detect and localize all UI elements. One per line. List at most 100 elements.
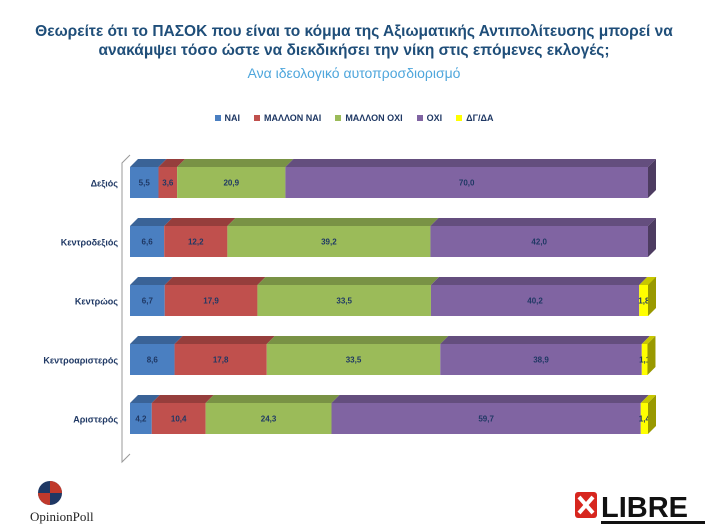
data-label: 4,2 xyxy=(135,415,147,424)
bar-segment-top xyxy=(164,218,236,226)
bar-segment-top xyxy=(130,395,160,403)
legend-swatch xyxy=(416,115,423,121)
data-label: 38,9 xyxy=(533,356,549,365)
bar-segment xyxy=(164,226,228,257)
bar-side xyxy=(647,336,656,375)
legend-label: ΜΑΛΛΟΝ ΝΑΙ xyxy=(264,113,322,123)
bar-row: Αριστερός 4,2 10,4 24,3 59,7 1,4 xyxy=(73,395,656,434)
bar-segment xyxy=(151,403,206,434)
bar-segment xyxy=(130,344,175,375)
legend-item: ΟΧΙ xyxy=(416,113,443,123)
bar-segment xyxy=(440,344,642,375)
data-label: 42,0 xyxy=(531,238,547,247)
legend-label: ΟΧΙ xyxy=(426,113,443,123)
bar-segment-top xyxy=(130,159,167,167)
data-label: 6,7 xyxy=(142,297,154,306)
data-label: 1,8 xyxy=(638,297,650,306)
bar-segment-top xyxy=(130,218,173,226)
bar-segment-top xyxy=(641,336,656,344)
bar-segment xyxy=(130,226,165,257)
bar-segment-top xyxy=(285,159,656,167)
bar-segment xyxy=(174,344,267,375)
data-label: 24,3 xyxy=(261,415,277,424)
chart-title: Θεωρείτε ότι το ΠΑΣΟΚ που είναι το κόμμα… xyxy=(0,22,708,60)
data-label: 20,9 xyxy=(223,179,239,188)
legend-item: ΜΑΛΛΟΝ ΟΧΙ xyxy=(335,113,403,123)
legend-swatch xyxy=(214,115,221,121)
chart-subtitle: Ανα ιδεολογικό αυτοπροσδιορισμό xyxy=(247,65,461,81)
legend-swatch xyxy=(456,115,463,121)
data-label: 5,5 xyxy=(139,179,151,188)
data-label: 3,6 xyxy=(162,179,174,188)
data-label: 17,8 xyxy=(213,356,229,365)
bar-segment-top xyxy=(257,277,439,285)
bar-segment xyxy=(130,167,159,198)
bar-segment xyxy=(640,403,648,434)
data-label: 39,2 xyxy=(321,238,337,247)
category-label: Κεντροαριστερός xyxy=(43,356,118,366)
bar-segment xyxy=(177,167,286,198)
y-axis-wall xyxy=(121,154,131,464)
legend-item: ΜΑΛΛΟΝ ΝΑΙ xyxy=(254,113,321,123)
bar-row: Κεντροαριστερός 8,6 17,8 33,5 38,9 1,1 xyxy=(43,336,656,375)
bar-segment-top xyxy=(331,395,649,403)
bar-side xyxy=(648,277,656,316)
legend-swatch xyxy=(335,115,342,121)
legend-item: ΔΓ/ΔΑ xyxy=(456,113,493,123)
bar-segment xyxy=(430,285,640,316)
data-label: 6,6 xyxy=(142,238,154,247)
bar-segment xyxy=(164,285,258,316)
bar-segment-top xyxy=(177,159,294,167)
bar-segment xyxy=(266,344,441,375)
bar-segment-top xyxy=(130,277,173,285)
bar-segment-top xyxy=(227,218,439,226)
bar-segment xyxy=(130,403,152,434)
data-label: 70,0 xyxy=(459,179,475,188)
bar-segment xyxy=(130,285,165,316)
legend: ΝΑΙ ΜΑΛΛΟΝ ΝΑΙ ΜΑΛΛΟΝ ΟΧΙ ΟΧΙ ΔΓ/ΔΑ xyxy=(0,113,708,123)
chart-title-line-1: Θεωρείτε ότι το ΠΑΣΟΚ που είναι το κόμμα… xyxy=(35,23,673,40)
bar-segment xyxy=(158,167,178,198)
stacked-bar-chart: Δεξιός 5,5 3,6 20,9 70,0 Κεντροδεξιός 6,6 12,2 3… xyxy=(43,154,657,464)
bar-segment xyxy=(639,285,649,316)
bar-row: Δεξιός 5,5 3,6 20,9 70,0 xyxy=(91,159,656,198)
category-label: Δεξιός xyxy=(91,179,119,189)
bar-segment-top xyxy=(158,159,186,167)
legend-label: ΔΓ/ΔΑ xyxy=(466,113,494,123)
bar-side xyxy=(648,395,656,434)
bar-segment xyxy=(285,167,648,198)
data-label: 8,6 xyxy=(147,356,159,365)
data-label: 12,2 xyxy=(188,238,204,247)
opinionpoll-logo-text: OpinionPoll xyxy=(30,509,94,524)
bar-segment-top xyxy=(130,336,183,344)
legend-swatch xyxy=(254,115,261,121)
bar-row: Κεντρώος 6,7 17,9 33,5 40,2 1,8 xyxy=(75,277,657,316)
data-label: 10,4 xyxy=(171,415,187,424)
data-label: 33,5 xyxy=(346,356,362,365)
category-label: Κεντροδεξιός xyxy=(61,238,119,248)
bar-segment-top xyxy=(640,395,656,403)
bar-segment-top xyxy=(174,336,275,344)
bar-segment xyxy=(641,344,648,375)
opinionpoll-logo: OpinionPoll xyxy=(30,481,94,524)
bar-segment xyxy=(205,403,332,434)
bar-segment-top xyxy=(151,395,214,403)
data-label: 1,4 xyxy=(639,415,651,424)
bar-segment xyxy=(331,403,641,434)
bar-segment-top xyxy=(164,277,266,285)
bar-segment xyxy=(227,226,431,257)
bar-segment-top xyxy=(430,218,656,226)
legend-item: ΝΑΙ xyxy=(214,113,240,123)
category-label: Αριστερός xyxy=(73,415,118,425)
data-label: 17,9 xyxy=(203,297,219,306)
bar-side xyxy=(648,159,656,198)
category-label: Κεντρώος xyxy=(75,297,118,307)
data-label: 1,1 xyxy=(639,356,651,365)
data-label: 33,5 xyxy=(336,297,352,306)
chart-title-line-2: ανακάμψει τόσο ώστε να διεκδικήσει την ν… xyxy=(98,42,610,59)
bar-segment-top xyxy=(639,277,657,285)
libre-logo-text: LIBRE xyxy=(601,492,688,524)
data-label: 40,2 xyxy=(527,297,543,306)
legend-label: ΜΑΛΛΟΝ ΟΧΙ xyxy=(345,113,403,123)
bar-segment-top xyxy=(440,336,650,344)
